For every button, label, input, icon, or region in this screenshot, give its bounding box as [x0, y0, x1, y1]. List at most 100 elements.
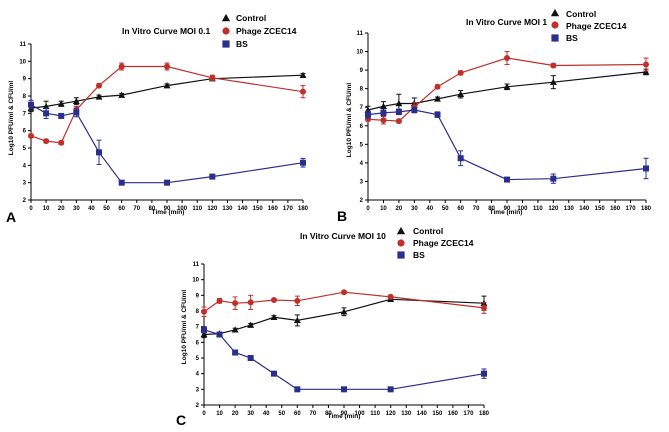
data-point-control [293, 316, 301, 324]
x-tick-label: 40 [426, 206, 433, 212]
x-tick-label: 130 [564, 206, 575, 212]
data-point-bs [395, 108, 402, 115]
data-point-phage [457, 69, 464, 76]
data-point-control [642, 68, 650, 75]
x-tick-label: 70 [473, 206, 480, 212]
x-tick-label: 70 [310, 411, 317, 417]
data-point-bs [434, 111, 441, 118]
data-point-bs [504, 176, 510, 183]
y-tick-label: 11 [357, 31, 364, 37]
data-point-control [200, 331, 208, 338]
data-point-phage [341, 289, 347, 296]
x-tick-label: 60 [294, 411, 301, 417]
data-point-control [57, 100, 65, 107]
data-point-phage [216, 297, 223, 304]
x-tick-label: 140 [417, 411, 428, 417]
data-point-phage [232, 300, 239, 307]
panel-c: In Vitro Curve MOI 10 Control Phage ZCEC… [176, 226, 490, 428]
x-tick-label: 10 [216, 411, 223, 417]
data-point-control [118, 91, 126, 98]
panel-letter: C [176, 412, 186, 428]
data-point-bs [300, 159, 306, 166]
x-tick-label: 140 [579, 206, 590, 212]
data-point-bs [247, 355, 254, 361]
x-tick-label: 80 [325, 411, 332, 417]
data-point-bs [209, 173, 216, 180]
data-point-phage [118, 63, 125, 70]
data-point-bs [201, 326, 207, 333]
y-tick-label: 2 [360, 198, 364, 204]
legend-label-bs: BS [566, 33, 578, 43]
y-tick-label: 6 [360, 124, 364, 130]
data-point-control [95, 93, 103, 100]
data-point-phage [43, 138, 50, 145]
y-tick-label: 10 [19, 59, 26, 65]
x-tick-label: 180 [479, 411, 490, 417]
chart-title: In Vitro Curve MOI 1 [466, 17, 547, 27]
x-tick-label: 180 [298, 206, 309, 212]
x-tick-label: 50 [278, 411, 285, 417]
x-tick-label: 160 [448, 411, 459, 417]
data-point-phage [28, 132, 34, 139]
data-point-phage [247, 299, 254, 306]
y-tick-label: 4 [360, 161, 364, 167]
legend-marker-phage [222, 27, 230, 35]
y-tick-label: 7 [196, 325, 200, 331]
panel-a: In Vitro Curve MOI 0.1 Control Phage ZCE… [6, 13, 309, 225]
data-point-bs [118, 179, 125, 186]
y-tick-label: 9 [196, 293, 200, 299]
x-tick-label: 150 [253, 206, 264, 212]
data-point-phage [481, 304, 487, 311]
x-tick-label: 160 [268, 206, 279, 212]
y-axis-label: Log10 PFU/ml & CFU/ml [346, 83, 353, 158]
y-tick-label: 2 [23, 198, 27, 204]
data-point-control [395, 100, 403, 107]
legend-label-control: Control [566, 9, 596, 19]
data-point-control [270, 313, 278, 321]
x-tick-label: 30 [73, 206, 80, 212]
x-tick-label: 20 [232, 411, 239, 417]
x-tick-label: 80 [488, 206, 495, 212]
x-tick-label: 100 [355, 411, 366, 417]
data-point-bs [164, 179, 170, 186]
data-point-phage [271, 297, 277, 304]
x-tick-label: 50 [442, 206, 449, 212]
y-tick-label: 6 [196, 340, 200, 346]
x-tick-label: 130 [222, 206, 233, 212]
y-tick-label: 11 [193, 262, 200, 268]
y-tick-label: 8 [196, 309, 200, 315]
data-point-phage [58, 139, 65, 146]
x-tick-label: 100 [517, 206, 528, 212]
x-tick-label: 80 [149, 206, 156, 212]
series-line-phage [30, 65, 304, 144]
data-point-control [231, 326, 239, 333]
x-tick-label: 10 [380, 206, 387, 212]
data-point-bs [411, 107, 418, 114]
y-tick-label: 7 [23, 111, 27, 117]
data-point-phage [294, 297, 301, 304]
x-tick-label: 130 [401, 411, 412, 417]
series-line-bs [367, 109, 647, 181]
legend-label-control: Control [413, 226, 443, 236]
panel-letter: A [6, 209, 16, 225]
data-point-control [299, 71, 307, 78]
y-tick-label: 2 [196, 403, 200, 409]
y-tick-label: 6 [23, 129, 27, 135]
data-point-bs [380, 109, 387, 116]
y-tick-label: 10 [192, 278, 199, 284]
y-tick-label: 5 [196, 356, 200, 362]
x-tick-label: 70 [133, 206, 140, 212]
x-tick-label: 0 [202, 411, 206, 417]
legend-label-control: Control [236, 13, 266, 23]
x-tick-label: 140 [238, 206, 249, 212]
data-point-bs [481, 370, 487, 377]
x-tick-label: 170 [626, 206, 637, 212]
y-tick-label: 4 [23, 163, 27, 169]
x-tick-label: 150 [595, 206, 606, 212]
data-point-phage [434, 83, 441, 90]
legend-marker-phage [397, 239, 405, 247]
legend-marker-phage [551, 21, 559, 29]
y-tick-label: 3 [360, 179, 364, 185]
data-point-control [72, 97, 80, 104]
y-tick-label: 4 [196, 372, 200, 378]
